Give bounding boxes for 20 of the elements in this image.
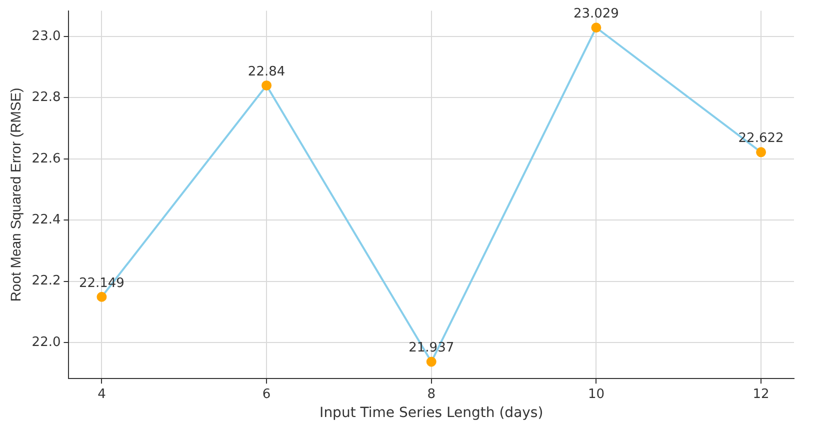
- point: [426, 356, 436, 367]
- point: [756, 147, 766, 158]
- x-tick-label: 8: [427, 386, 436, 402]
- data-label: 23.029: [573, 6, 619, 22]
- y-axis-title: Root Mean Squared Error (RMSE): [7, 88, 24, 302]
- y-tick-label: 22.8: [32, 90, 61, 106]
- x-tick-label: 4: [98, 386, 106, 402]
- data-label: 22.84: [248, 64, 286, 80]
- point: [262, 80, 272, 90]
- x-axis-title: Input Time Series Length (days): [320, 405, 544, 422]
- y-tick-label: 22.0: [32, 334, 61, 350]
- y-tick-label: 22.6: [32, 151, 61, 166]
- y-tick-label: 22.4: [32, 212, 61, 228]
- y-tick-label: 22.2: [32, 274, 61, 289]
- x-tick-label: 10: [588, 386, 604, 402]
- x-tick-label: 6: [262, 386, 271, 402]
- point: [96, 292, 107, 302]
- x-tick-label: 12: [752, 386, 770, 402]
- y-tick-label: 23.0: [32, 28, 61, 44]
- point: [591, 22, 602, 33]
